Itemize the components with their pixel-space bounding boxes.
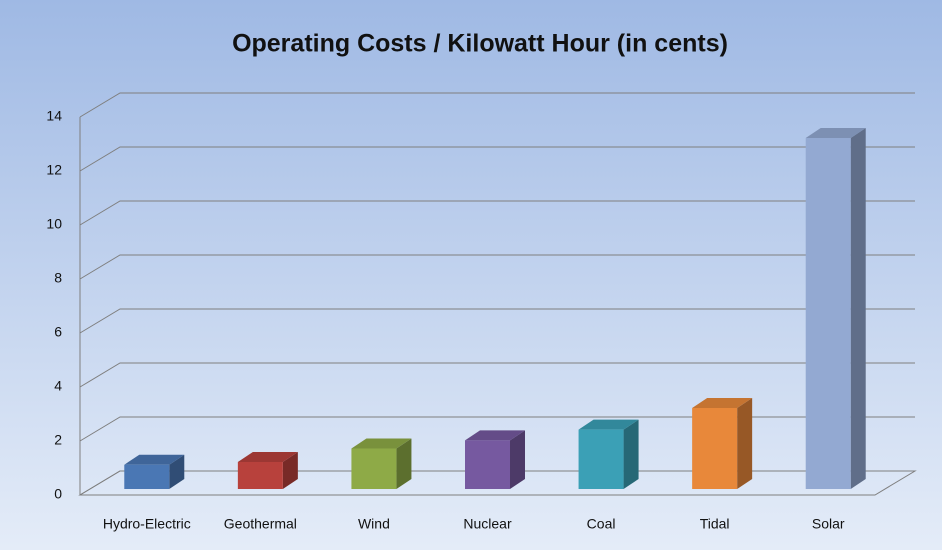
- bar-face: [237, 452, 298, 462]
- bar-face: [465, 430, 525, 441]
- y-tick-label: 6: [54, 324, 62, 340]
- grid-line: [79, 416, 915, 442]
- grid-line: [79, 92, 915, 118]
- bar-face: [578, 429, 624, 489]
- y-tick-label: 10: [46, 216, 62, 232]
- bar-face: [169, 454, 185, 489]
- bar: [237, 452, 298, 489]
- bar-face: [578, 419, 639, 430]
- bar-face: [124, 464, 170, 489]
- bar-face: [850, 128, 866, 489]
- bar: [124, 454, 185, 489]
- bar-face: [805, 128, 866, 138]
- bar: [465, 430, 525, 489]
- grid-line: [79, 200, 915, 226]
- y-tick-label: 8: [54, 270, 62, 286]
- bar-face: [465, 440, 510, 489]
- bar-face: [351, 438, 412, 449]
- y-tick-label: 0: [54, 486, 62, 502]
- bar: [578, 419, 639, 489]
- grid-line: [79, 254, 915, 280]
- x-tick-label: Hydro-Electric: [103, 516, 191, 532]
- grid-line: [79, 470, 915, 496]
- bar-face: [737, 398, 753, 489]
- bar-face: [692, 408, 738, 489]
- grid-line: [79, 362, 915, 388]
- y-tick-label: 2: [54, 432, 62, 448]
- bar-face: [124, 454, 185, 465]
- bar-face: [237, 462, 283, 489]
- bar-face: [510, 430, 525, 489]
- x-tick-label: Tidal: [700, 516, 730, 532]
- bar: [692, 398, 753, 489]
- bar-face: [805, 138, 851, 489]
- x-tick-label: Nuclear: [463, 516, 512, 532]
- bar-face: [623, 419, 639, 489]
- bar-face: [282, 452, 298, 489]
- x-tick-label: Wind: [358, 516, 390, 532]
- bar-face: [692, 398, 753, 408]
- chart-title: Operating Costs / Kilowatt Hour (in cent…: [232, 30, 728, 58]
- x-tick-label: Geothermal: [224, 516, 297, 532]
- grid-line: [79, 308, 915, 334]
- bar-face: [351, 448, 397, 489]
- x-tick-label: Coal: [587, 516, 616, 532]
- y-tick-label: 12: [46, 162, 62, 178]
- y-tick-label: 4: [54, 378, 62, 394]
- y-tick-label: 14: [46, 108, 62, 124]
- bar-face: [396, 438, 412, 489]
- bar: [351, 438, 412, 489]
- x-tick-label: Solar: [812, 516, 845, 532]
- grid-line: [79, 146, 915, 172]
- bar: [805, 128, 866, 489]
